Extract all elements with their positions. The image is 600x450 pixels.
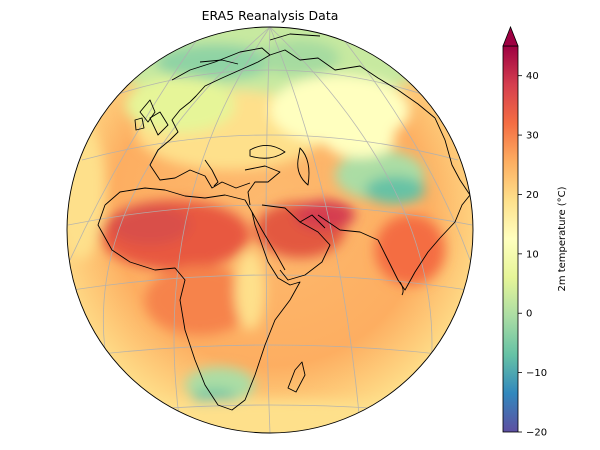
map-title: ERA5 Reanalysis Data: [202, 8, 339, 23]
graticule: [67, 27, 473, 433]
colorbar-tick-label: 10: [526, 249, 539, 260]
colorbar-tick-label: 40: [526, 71, 539, 82]
colorbar: −20 −10 0 10 20 30 40 2m temperature (°C): [502, 25, 568, 439]
colorbar-tick-label: 0: [526, 309, 532, 320]
colorbar-tick-label: 20: [526, 190, 539, 201]
globe-outline: [66, 26, 474, 434]
colorbar-tick-label: 30: [526, 131, 539, 142]
colorbar-label: 2m temperature (°C): [557, 186, 568, 291]
colorbar-tick-label: −20: [526, 428, 547, 439]
colorbar-gradient: [502, 45, 519, 433]
colorbar-extend-arrow: [502, 25, 519, 47]
colorbar-tick-label: −10: [526, 368, 547, 379]
colorbar-ticks: −20 −10 0 10 20 30 40: [518, 71, 547, 439]
coastlines: [97, 33, 471, 411]
globe: [66, 26, 474, 434]
